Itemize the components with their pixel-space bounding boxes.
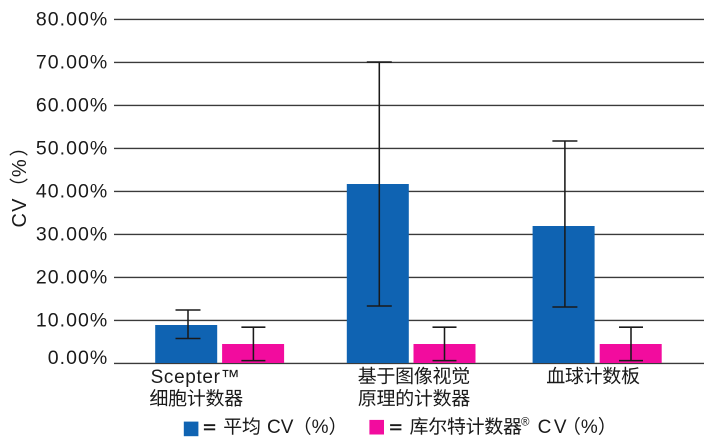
svg-text:60.00%: 60.00% (36, 94, 108, 116)
svg-text:70.00%: 70.00% (36, 51, 108, 73)
svg-text:CV: CV (9, 197, 31, 227)
svg-text:10.00%: 10.00% (36, 309, 108, 331)
svg-text:CV: CV (538, 417, 570, 438)
svg-text:0.00%: 0.00% (48, 347, 109, 369)
svg-text:80.00%: 80.00% (36, 8, 108, 30)
svg-text:CV: CV (267, 417, 294, 438)
svg-text:20.00%: 20.00% (36, 266, 108, 288)
svg-text:50.00%: 50.00% (36, 137, 108, 159)
svg-text:30.00%: 30.00% (36, 223, 108, 245)
svg-text:%: % (9, 159, 31, 177)
svg-text:%: % (312, 417, 329, 438)
svg-text:%: % (581, 417, 598, 438)
svg-text:®: ® (521, 416, 530, 428)
svg-text:40.00%: 40.00% (36, 180, 108, 202)
svg-text:Scepter™: Scepter™ (151, 367, 241, 388)
